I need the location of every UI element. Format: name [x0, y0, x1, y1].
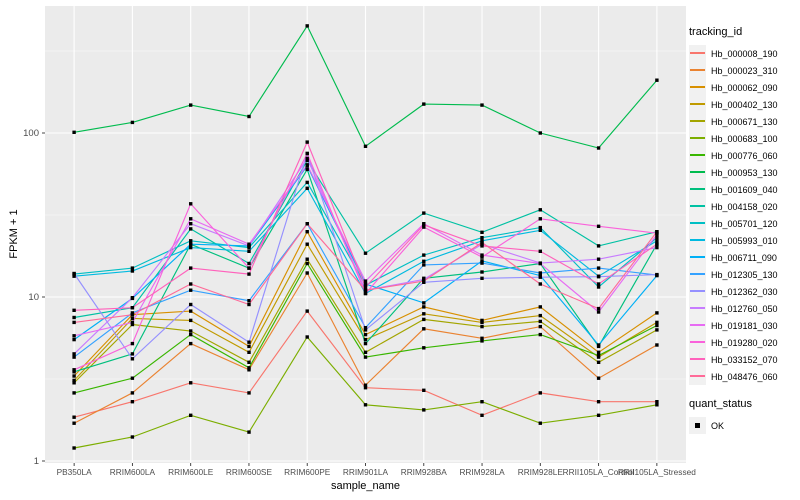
svg-text:RRII105LA_Stressed: RRII105LA_Stressed	[618, 467, 696, 477]
legend-entry-label: Hb_048476_060	[711, 371, 778, 382]
legend-key-line-icon	[689, 215, 706, 232]
legend-entry: Hb_000776_060	[689, 147, 799, 164]
legend-title-quant-status: quant_status	[689, 398, 752, 410]
svg-text:RRIM928LE: RRIM928LE	[518, 467, 564, 477]
legend-entry-label: Hb_000023_310	[711, 65, 778, 76]
y-axis-title: FPKM + 1	[8, 209, 20, 259]
legend-entry: Hb_019181_030	[689, 317, 799, 334]
legend-entry-label: Hb_019280_020	[711, 337, 778, 348]
legend-key-line-icon	[689, 147, 706, 164]
legend-entry-ok: OK	[689, 417, 799, 434]
legend-key-line-icon	[689, 283, 706, 300]
legend-key-line-icon	[689, 351, 706, 368]
svg-text:RRIM600LE: RRIM600LE	[168, 467, 214, 477]
legend-key-line-icon	[689, 317, 706, 334]
legend-entry: Hb_000402_130	[689, 96, 799, 113]
legend-entry: Hb_001609_040	[689, 181, 799, 198]
legend-entry-label: Hb_000008_190	[711, 48, 778, 59]
legend-key-line-icon	[689, 368, 706, 385]
svg-text:PB350LA: PB350LA	[57, 467, 93, 477]
legend-key-line-icon	[689, 300, 706, 317]
svg-text:RRIM928LA: RRIM928LA	[459, 467, 505, 477]
legend-entry-label: Hb_000953_130	[711, 167, 778, 178]
legend-entry-label: Hb_000683_100	[711, 133, 778, 144]
legend-key-line-icon	[689, 266, 706, 283]
legend-key-line-icon	[689, 62, 706, 79]
legend-entry: Hb_000671_130	[689, 113, 799, 130]
svg-text:1: 1	[34, 456, 39, 467]
legend-entry-label: OK	[711, 420, 725, 431]
svg-text:RRIM901LA: RRIM901LA	[343, 467, 389, 477]
legend-entry-label: Hb_012362_030	[711, 286, 778, 297]
legend-key-line-icon	[689, 96, 706, 113]
legend-entry-label: Hb_033152_070	[711, 354, 778, 365]
legend-key-line-icon	[689, 45, 706, 62]
legend-entry-label: Hb_000402_130	[711, 99, 778, 110]
legend-key-line-icon	[689, 130, 706, 147]
major-gridlines	[45, 6, 686, 463]
svg-text:RRIM600PE: RRIM600PE	[284, 467, 331, 477]
legend-key-line-icon	[689, 181, 706, 198]
ok-square-marker-icon	[689, 417, 706, 434]
legend-key-line-icon	[689, 198, 706, 215]
legend-entry: Hb_012305_130	[689, 266, 799, 283]
legend-key-line-icon	[689, 113, 706, 130]
legend-entry-label: Hb_019181_030	[711, 320, 778, 331]
legend-entry: Hb_000683_100	[689, 130, 799, 147]
legend-entry-label: Hb_001609_040	[711, 184, 778, 195]
svg-text:RRII105LA_Control: RRII105LA_Control	[563, 467, 635, 477]
legend-entry: Hb_000062_090	[689, 79, 799, 96]
svg-text:100: 100	[23, 128, 39, 139]
legend-entry: Hb_012362_030	[689, 283, 799, 300]
legend-title-tracking-id: tracking_id	[689, 26, 743, 38]
legend-entry-label: Hb_012760_050	[711, 303, 778, 314]
legend-entry: Hb_019280_020	[689, 334, 799, 351]
legend-entry: Hb_012760_050	[689, 300, 799, 317]
legend-entry: Hb_005701_120	[689, 215, 799, 232]
svg-text:10: 10	[28, 292, 39, 303]
legend-entries: Hb_000008_190 Hb_000023_310 Hb_000062_090 H…	[689, 45, 799, 385]
svg-text:RRIM928BA: RRIM928BA	[401, 467, 448, 477]
legend-entry-label: Hb_012305_130	[711, 269, 778, 280]
data-point-markers	[72, 24, 659, 450]
legend-entry: Hb_000023_310	[689, 62, 799, 79]
legend-entry-label: Hb_005993_010	[711, 235, 778, 246]
legend-entry-label: Hb_000671_130	[711, 116, 778, 127]
legend-key-line-icon	[689, 334, 706, 351]
x-axis-tick-labels: PB350LA RRIM600LA RRIM600LE RRIM600SE RRIM60…	[57, 467, 697, 477]
svg-text:RRIM600SE: RRIM600SE	[226, 467, 273, 477]
legend-entry-label: Hb_006711_090	[711, 252, 777, 263]
legend-entry: Hb_005993_010	[689, 232, 799, 249]
legend-entry-label: Hb_005701_120	[711, 218, 778, 229]
legend-key-line-icon	[689, 249, 706, 266]
legend-key-line-icon	[689, 232, 706, 249]
legend-entry-label: Hb_004158_020	[711, 201, 778, 212]
legend-entry-label: Hb_000062_090	[711, 82, 778, 93]
legend-entry: Hb_004158_020	[689, 198, 799, 215]
legend-entry: Hb_033152_070	[689, 351, 799, 368]
legend-key-line-icon	[689, 79, 706, 96]
legend-entry: Hb_000008_190	[689, 45, 799, 62]
legend-entry: Hb_006711_090	[689, 249, 799, 266]
legend: tracking_id Hb_000008_190 Hb_000023_310 Hb…	[689, 26, 799, 434]
legend-entry: Hb_048476_060	[689, 368, 799, 385]
quant-status-legend: quant_status OK	[689, 398, 799, 434]
axis-ticks	[42, 132, 658, 466]
legend-entry-label: Hb_000776_060	[711, 150, 778, 161]
svg-text:RRIM600LA: RRIM600LA	[110, 467, 156, 477]
x-axis-title: sample_name	[330, 480, 401, 492]
y-axis-tick-labels: 1 10 100	[23, 128, 39, 467]
legend-key-line-icon	[689, 164, 706, 181]
legend-entry: Hb_000953_130	[689, 164, 799, 181]
